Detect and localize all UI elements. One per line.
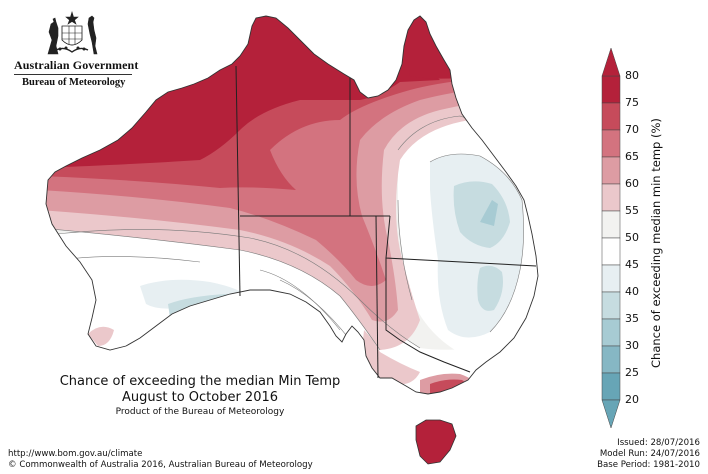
legend-swatch-60-65 bbox=[601, 156, 621, 185]
legend-swatch-75-80 bbox=[601, 75, 621, 104]
legend-title: Chance of exceeding median min temp (%) bbox=[649, 118, 663, 368]
legend-tick-label: 65 bbox=[625, 150, 639, 163]
model-run-date: Model Run: 24/07/2016 bbox=[599, 449, 700, 459]
issued-date: Issued: 28/07/2016 bbox=[617, 438, 700, 448]
legend-swatch-25-30 bbox=[601, 345, 621, 374]
bureau-subtitle: Bureau of Meteorology bbox=[22, 77, 126, 88]
legend-swatches bbox=[601, 47, 621, 429]
climate-url[interactable]: http://www.bom.gov.au/climate bbox=[8, 449, 143, 459]
legend-swatch-45-50 bbox=[601, 237, 621, 266]
legend-tick-label: 75 bbox=[625, 96, 639, 109]
map-title-line2: August to October 2016 bbox=[121, 390, 279, 405]
legend-swatch-65-70 bbox=[601, 129, 621, 158]
copyright-notice: © Commonwealth of Australia 2016, Austra… bbox=[8, 460, 313, 470]
state-borders bbox=[235, 65, 537, 379]
legend-tick-label: 30 bbox=[625, 339, 639, 352]
legend-cap-bottom bbox=[601, 399, 621, 429]
legend-tick-label: 35 bbox=[625, 312, 639, 325]
legend-tick-label: 80 bbox=[625, 69, 639, 82]
legend-tick-label: 70 bbox=[625, 123, 639, 136]
australia-map bbox=[45, 15, 539, 465]
legend-swatch-50-55 bbox=[601, 210, 621, 239]
legend-ticks: 80 75 70 65 60 55 50 45 40 35 30 25 20 bbox=[625, 0, 655, 474]
map-title: Chance of exceeding the median Min Temp … bbox=[20, 374, 380, 406]
legend-swatch-70-75 bbox=[601, 102, 621, 131]
header-divider bbox=[14, 74, 132, 75]
legend-swatch-55-60 bbox=[601, 183, 621, 212]
legend-tick-label: 60 bbox=[625, 177, 639, 190]
coat-of-arms-icon bbox=[47, 10, 98, 55]
base-period: Base Period: 1981-2010 bbox=[597, 460, 700, 470]
legend-swatch-30-35 bbox=[601, 318, 621, 347]
legend-tick-label: 50 bbox=[625, 231, 639, 244]
map-title-line1: Chance of exceeding the median Min Temp bbox=[59, 374, 341, 389]
legend-swatch-35-40 bbox=[601, 291, 621, 320]
legend-swatch-40-45 bbox=[601, 264, 621, 293]
legend-tick-label: 20 bbox=[625, 393, 639, 406]
legend-tick-label: 40 bbox=[625, 285, 639, 298]
legend-colorbar bbox=[601, 47, 621, 429]
government-title: Australian Government bbox=[14, 58, 139, 72]
legend-tick-label: 45 bbox=[625, 258, 639, 271]
run-metadata: Issued: 28/07/2016 Model Run: 24/07/2016… bbox=[597, 438, 700, 471]
legend-swatch-20-25 bbox=[601, 372, 621, 401]
legend-cap-top bbox=[601, 47, 621, 77]
legend-tick-label: 55 bbox=[625, 204, 639, 217]
product-credit: Product of the Bureau of Meteorology bbox=[115, 407, 285, 417]
legend-tick-label: 25 bbox=[625, 366, 639, 379]
